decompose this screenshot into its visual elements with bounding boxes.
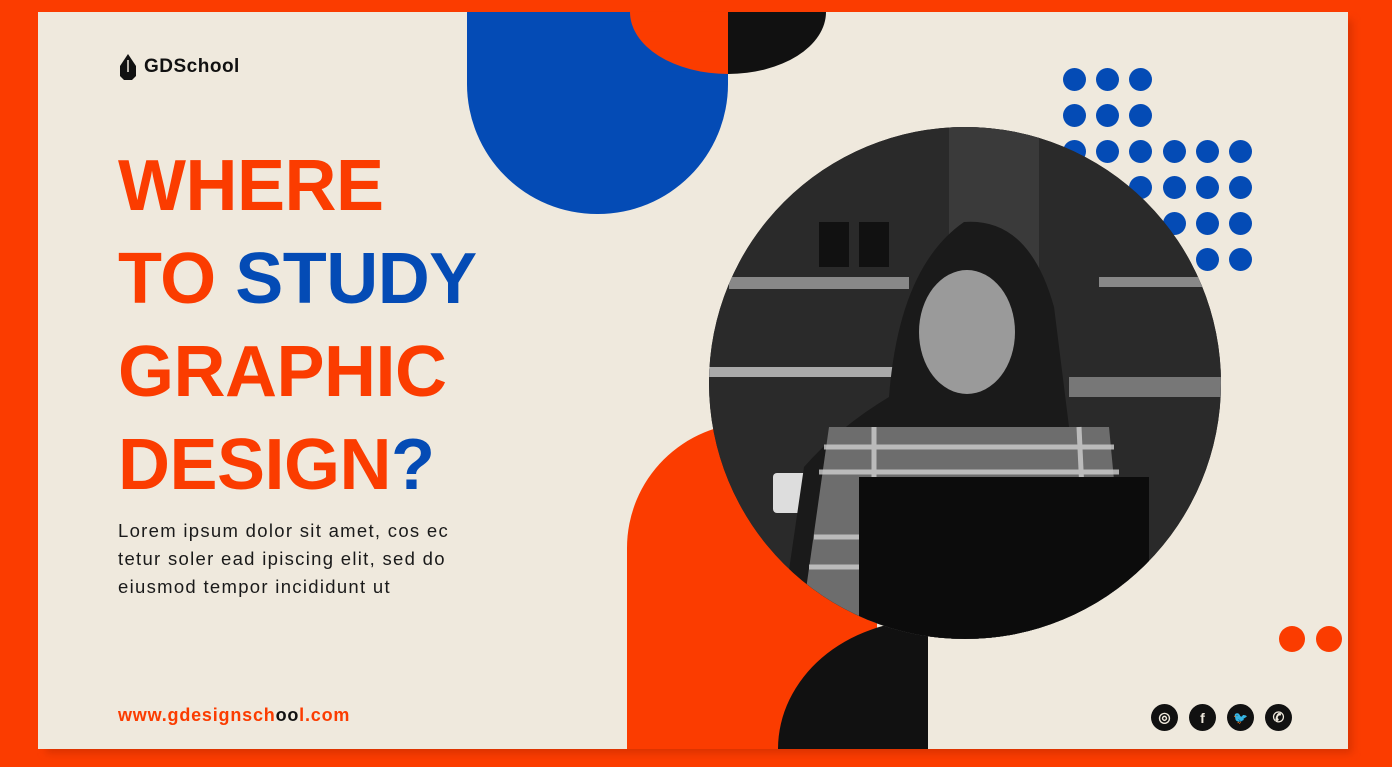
- url-part: www.gdesignsch: [118, 705, 276, 725]
- brand-name: GDSchool: [144, 56, 240, 77]
- photo-woman-with-laptop: [709, 127, 1221, 639]
- url-part: l.com: [299, 705, 351, 725]
- blue-dot: [1096, 68, 1119, 91]
- headline-line: GRAPHIC: [118, 332, 447, 412]
- orange-dot: [1279, 626, 1305, 652]
- whatsapp-icon[interactable]: ✆: [1265, 704, 1292, 731]
- blue-dot: [1196, 212, 1219, 235]
- blue-dot: [1163, 140, 1186, 163]
- blue-dot: [1096, 104, 1119, 127]
- orange-dot: [1316, 626, 1342, 652]
- blue-dot: [1129, 140, 1152, 163]
- pen-nib-icon: [120, 54, 136, 80]
- blue-dot: [1229, 248, 1252, 271]
- headline-word: TO: [118, 239, 236, 319]
- blue-dot: [1196, 176, 1219, 199]
- blue-dot: [1229, 140, 1252, 163]
- headline-line: WHERE: [118, 146, 384, 226]
- blue-dot: [1129, 104, 1152, 127]
- headline-line: TO STUDY: [118, 233, 477, 326]
- blue-dot: [1129, 68, 1152, 91]
- blue-dot: [1063, 68, 1086, 91]
- headline-word-highlight: STUDY: [235, 239, 477, 319]
- brand-logo: GDSchool: [118, 54, 240, 80]
- headline-line: DESIGN?: [118, 419, 477, 512]
- banner-card: GDSchool WHERE TO STUDY GRAPHIC DESIGN? …: [38, 12, 1348, 749]
- blue-dot: [1196, 140, 1219, 163]
- body-line: eiusmod tempor incididunt ut: [118, 576, 391, 597]
- blue-dot: [1096, 140, 1119, 163]
- body-line: tetur soler ead ipiscing elit, sed do: [118, 548, 446, 569]
- twitter-icon[interactable]: 🐦: [1227, 704, 1254, 731]
- question-mark: ?: [391, 425, 435, 505]
- blue-dot: [1196, 248, 1219, 271]
- blue-dot: [1229, 176, 1252, 199]
- url-part-dark: oo: [275, 705, 300, 725]
- blue-dot: [1063, 104, 1086, 127]
- social-links: ◎ f 🐦 ✆: [1151, 704, 1292, 731]
- instagram-icon[interactable]: ◎: [1151, 704, 1178, 731]
- body-line: Lorem ipsum dolor sit amet, cos ec: [118, 520, 450, 541]
- website-link[interactable]: www.gdesignschool.com: [118, 705, 350, 726]
- blue-dot: [1163, 176, 1186, 199]
- body-text: Lorem ipsum dolor sit amet, cos ec tetur…: [118, 517, 518, 601]
- blue-dot: [1229, 212, 1252, 235]
- headline: WHERE TO STUDY GRAPHIC DESIGN?: [118, 140, 477, 512]
- headline-word: DESIGN: [118, 425, 392, 505]
- facebook-icon[interactable]: f: [1189, 704, 1216, 731]
